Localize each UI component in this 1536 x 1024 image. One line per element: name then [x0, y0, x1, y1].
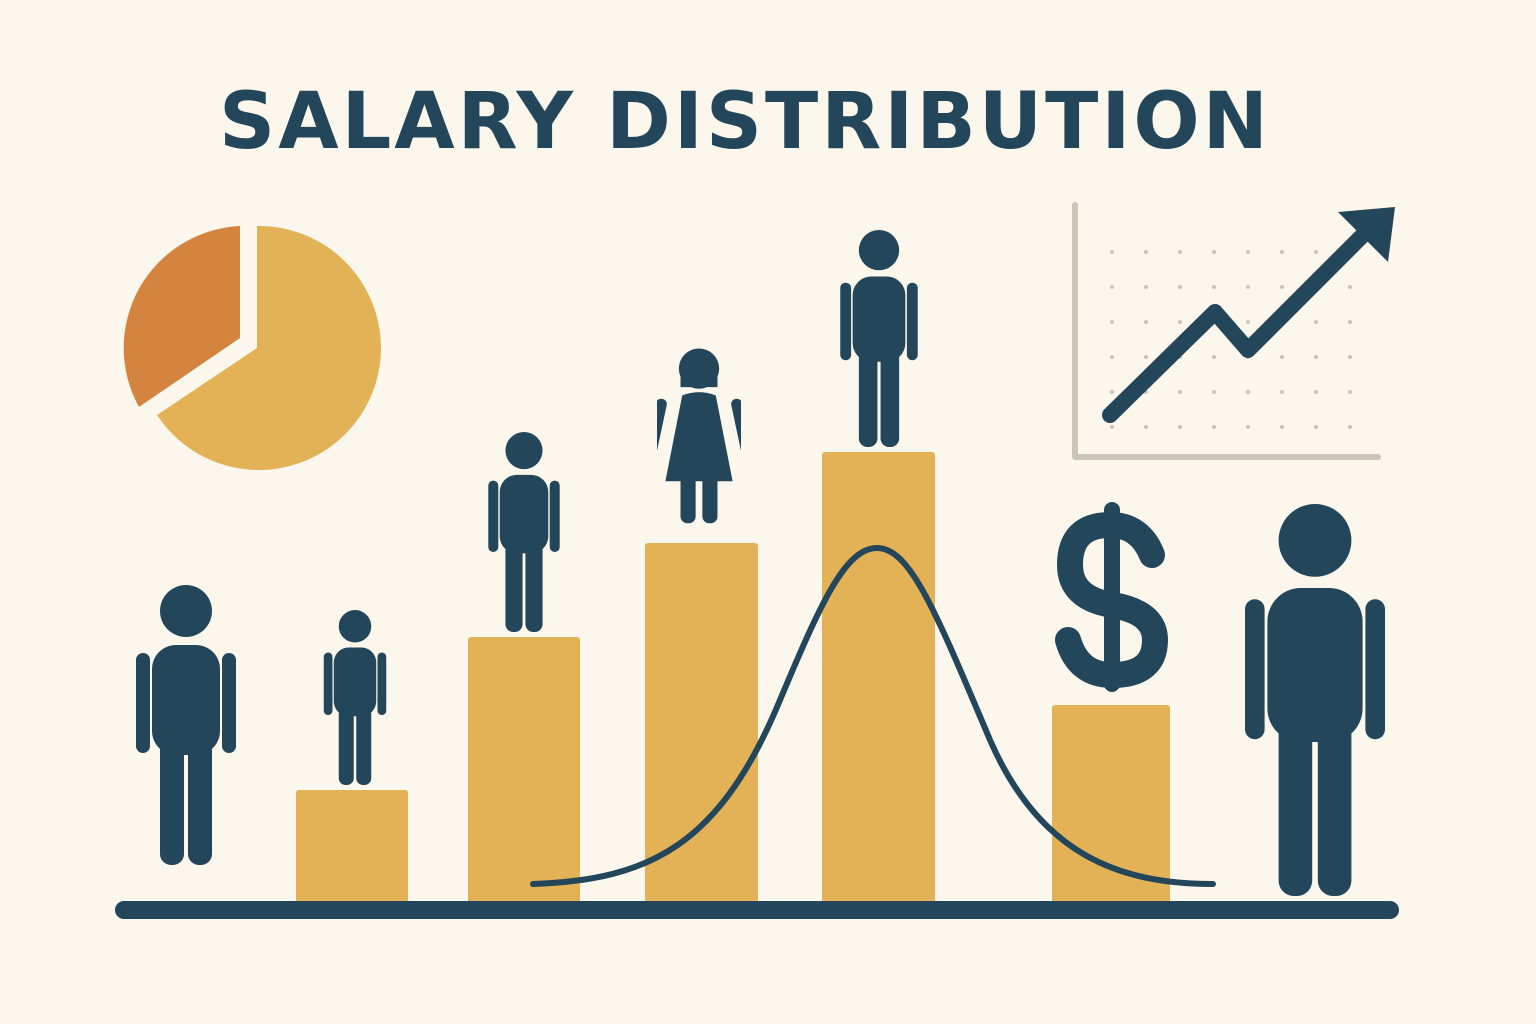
bell-curve: [530, 544, 1216, 887]
pie-slice: [157, 225, 381, 470]
person: [1245, 504, 1385, 896]
person: [840, 230, 918, 447]
axes: [1072, 202, 1381, 460]
bar: [822, 452, 935, 905]
pie-slice: [123, 226, 240, 407]
bar: [296, 790, 408, 905]
arrow-head: [1338, 207, 1395, 262]
person: [323, 610, 387, 785]
trend-arrow: [1102, 228, 1370, 423]
title: SALARY DISTRIBUTION: [219, 77, 1271, 167]
person: [657, 348, 741, 524]
person: [488, 432, 560, 632]
bar: [1052, 705, 1170, 905]
dollar-icon: [1055, 502, 1169, 692]
person: [136, 585, 236, 865]
bar: [468, 637, 580, 905]
bar: [645, 543, 758, 905]
